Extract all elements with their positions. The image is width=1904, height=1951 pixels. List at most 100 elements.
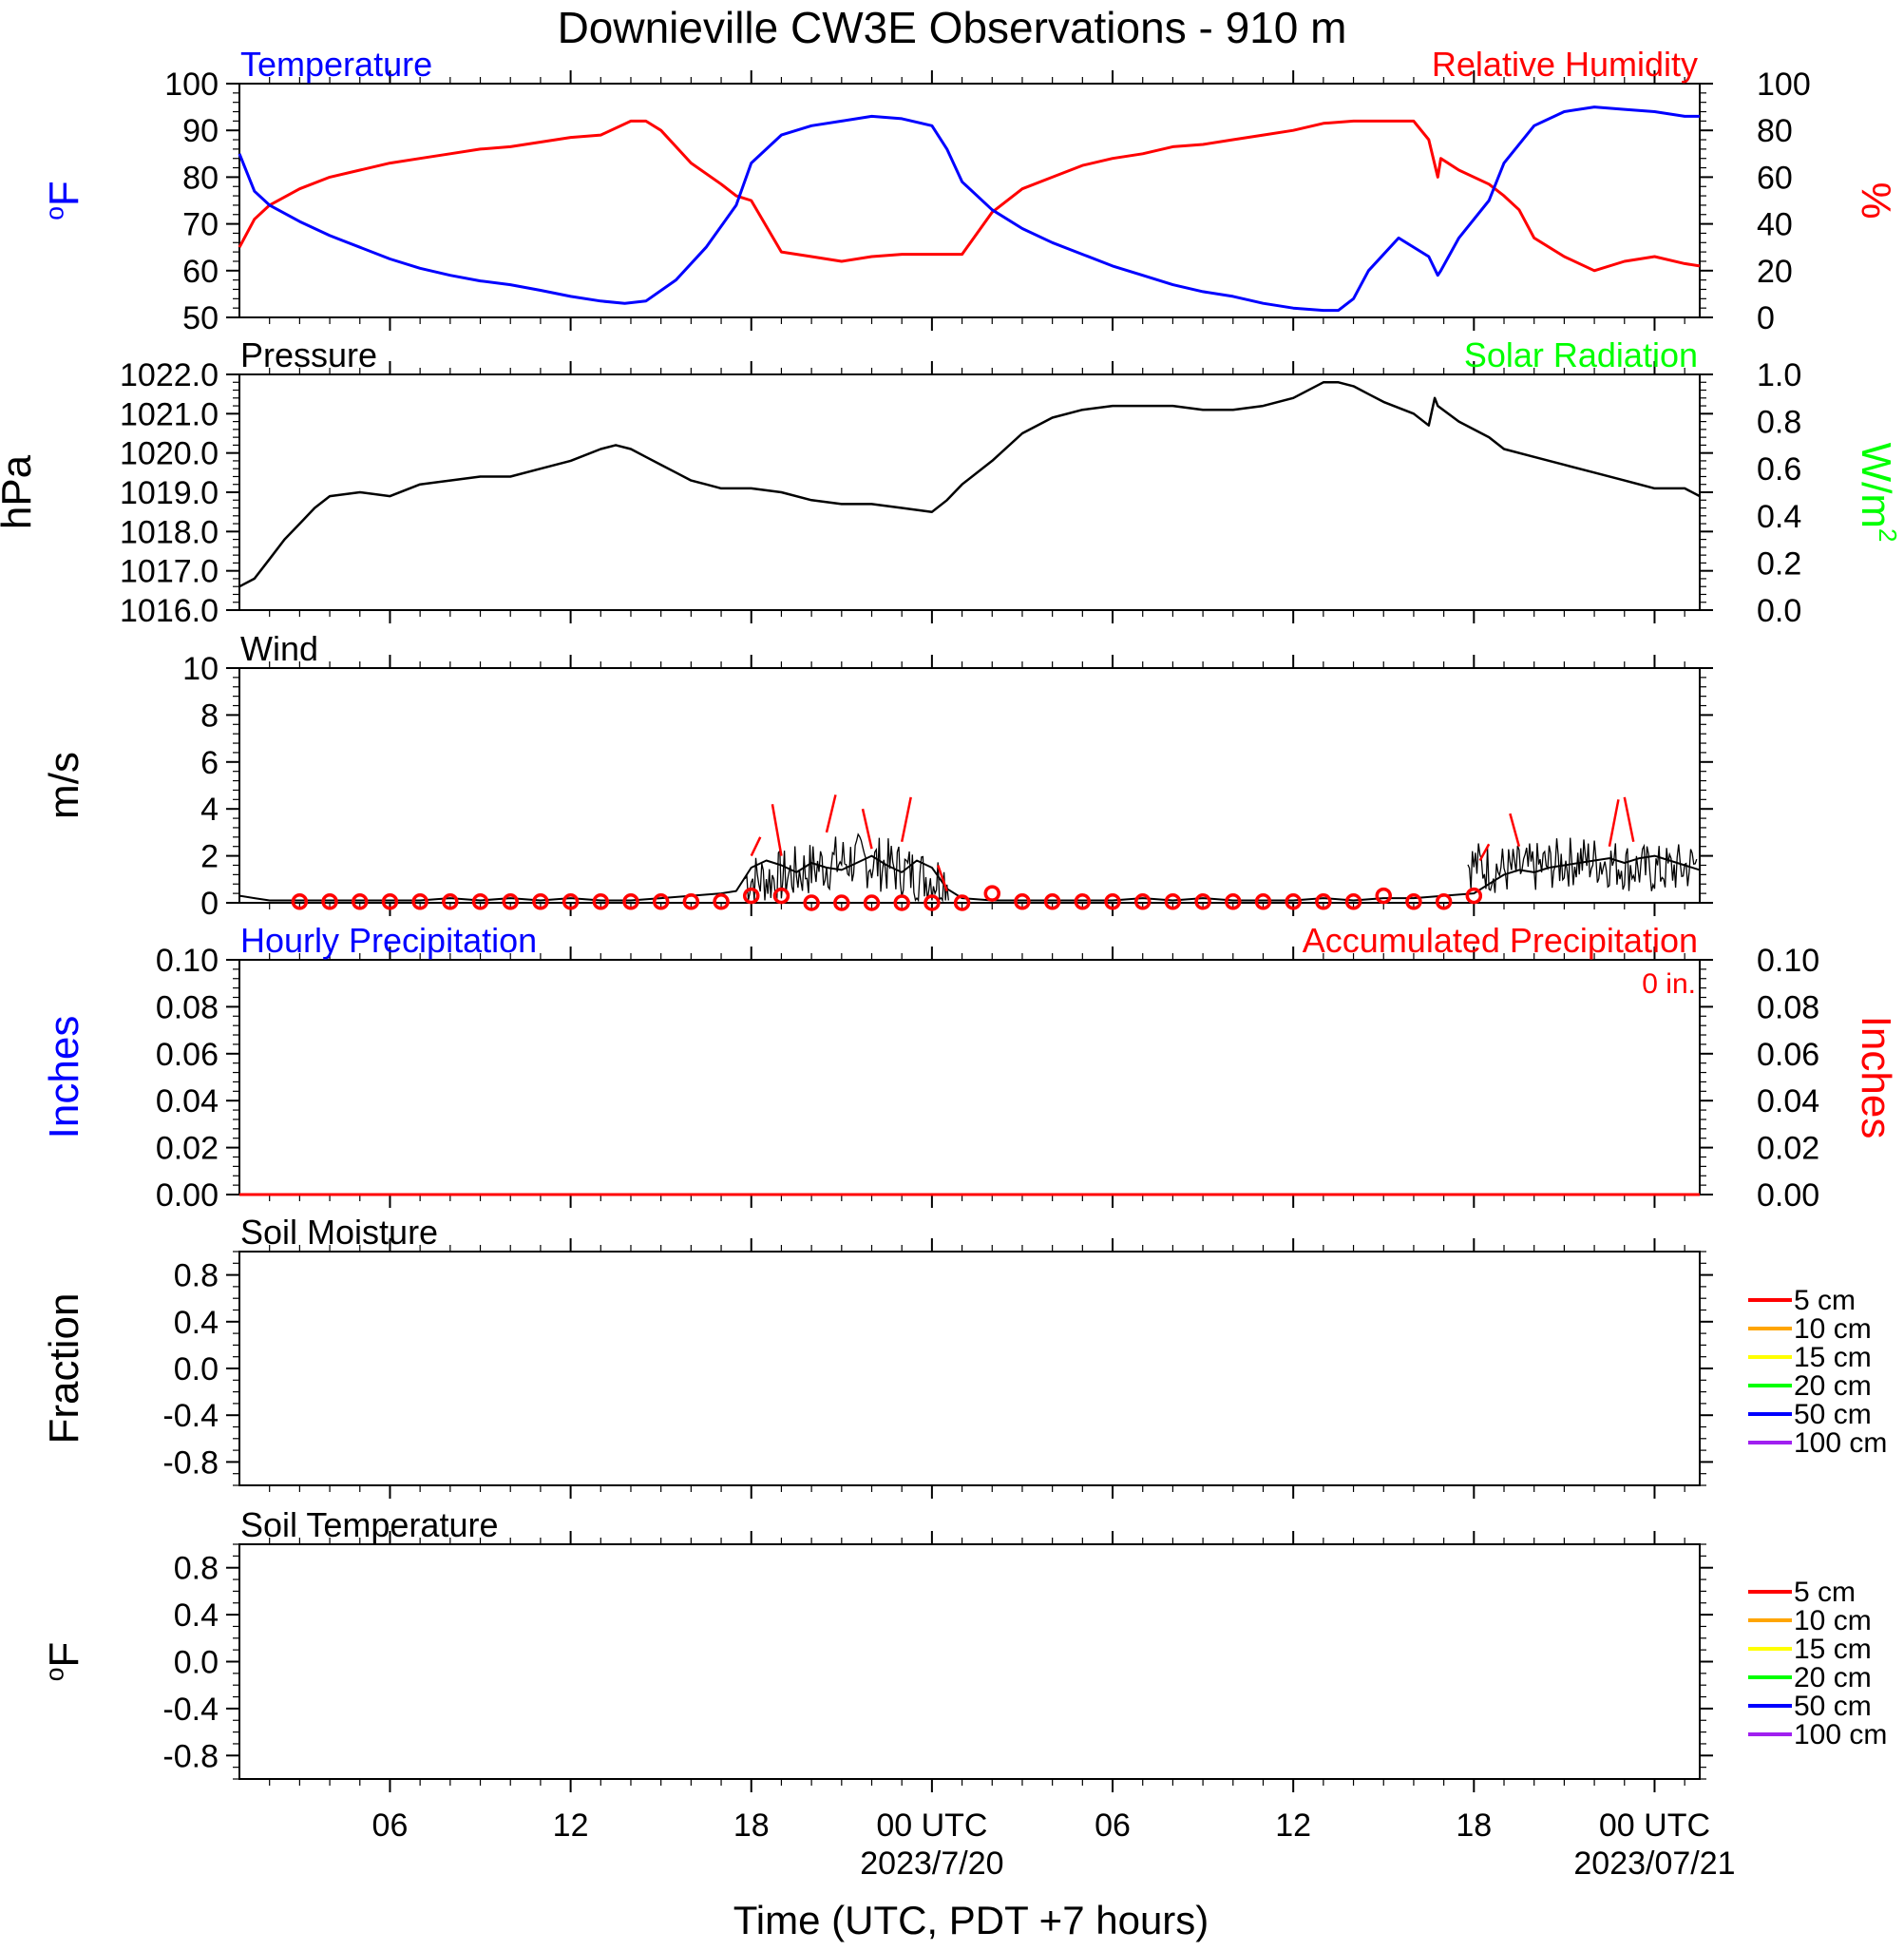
y-tick-label: 0.4 <box>174 1305 219 1341</box>
wind-hourly-marker <box>1435 893 1453 910</box>
y-tick-label: 1017.0 <box>120 554 219 590</box>
y-tick-label: 100 <box>164 67 219 103</box>
y2-tick-label: 0.00 <box>1757 1177 1819 1214</box>
y-tick-label: 0.8 <box>174 1551 219 1587</box>
wind-hourly-marker <box>682 893 700 910</box>
plot-frame <box>238 959 1701 1195</box>
unit-superscript: 2 <box>1874 528 1902 542</box>
wind-hourly-marker <box>1043 893 1061 910</box>
y2-tick-label: 100 <box>1757 67 1811 103</box>
y-axis-unit-right: Inches <box>1853 1016 1899 1139</box>
wind-hourly-marker <box>953 894 971 911</box>
x-tick-label: 06 <box>1095 1808 1131 1844</box>
y-tick-label: 0.02 <box>156 1131 219 1167</box>
y-tick-label: 0.4 <box>174 1597 219 1634</box>
unit-base: Inches <box>1853 1016 1899 1139</box>
wind-hourly-marker <box>863 894 881 911</box>
y-axis-unit-left: oF <box>41 1642 87 1682</box>
y-axis-unit-right-text: Inches <box>1853 1016 1899 1139</box>
wind-hourly-marker <box>893 894 910 911</box>
y2-tick-label: 0.10 <box>1757 943 1819 979</box>
y2-tick-label: 0.2 <box>1757 545 1801 582</box>
y-tick-label: 6 <box>200 745 219 781</box>
y2-tick-label: 60 <box>1757 160 1793 196</box>
pressure-series-line <box>238 381 1701 588</box>
wind-hourly-marker <box>772 887 790 905</box>
y-tick-label: 10 <box>182 651 219 687</box>
wind-hourly-marker <box>291 893 309 910</box>
wind-hourly-marker <box>352 893 369 910</box>
y-tick-label: 0 <box>200 886 219 922</box>
wind-gust-noise-day1 <box>744 832 949 903</box>
wind-hourly-marker <box>442 893 459 910</box>
accumulated-total-label: 0 in. <box>1642 968 1696 1000</box>
legend-label: 100 cm <box>1794 1427 1887 1459</box>
unit-base: % <box>1853 182 1899 219</box>
x-tick-label: 18 <box>1456 1808 1492 1844</box>
wind-hourly-marker <box>742 887 760 905</box>
x-tick-date-label: 2023/7/20 <box>860 1846 1003 1882</box>
wind-hourly-marker <box>1014 893 1031 910</box>
y-axis-unit-left-text: Inches <box>41 1016 87 1139</box>
y-axis-unit-left-text: oF <box>41 181 87 220</box>
y2-tick-label: 0.06 <box>1757 1037 1819 1073</box>
wind-hourly-marker <box>983 885 1001 902</box>
degree-mark: o <box>41 206 69 220</box>
wind-hourly-marker <box>592 893 610 910</box>
degree-mark: o <box>41 1668 69 1682</box>
y-tick-label: 0.0 <box>174 1351 219 1387</box>
y2-tick-label: 0 <box>1757 300 1775 336</box>
y-tick-label: 1016.0 <box>120 593 219 629</box>
panel-title-right: Accumulated Precipitation <box>1303 921 1698 960</box>
wind-hourly-marker <box>622 893 639 910</box>
wind-hourly-marker <box>1465 887 1483 905</box>
wind-hourly-marker <box>713 893 730 910</box>
y-tick-label: 1018.0 <box>120 514 219 550</box>
wind-hourly-marker <box>562 893 580 910</box>
unit-letter: F <box>41 1642 87 1668</box>
legend-label: 50 cm <box>1794 1691 1872 1722</box>
wind-hourly-marker <box>471 893 489 910</box>
humidity-series-line <box>238 119 1701 273</box>
y-tick-label: 1021.0 <box>120 396 219 432</box>
y-tick-label: 8 <box>200 698 219 734</box>
wind-barb <box>1608 799 1620 847</box>
y-tick-label: 70 <box>182 207 219 243</box>
legend-label: 5 cm <box>1794 1577 1856 1608</box>
wind-barb <box>937 865 948 892</box>
panel-soil-moisture: -0.8 -0.4 0.0 0.4 0.8 Soil Moisture Fraction 5 … <box>41 1213 1887 1499</box>
y-axis-unit-left: oF <box>41 181 87 220</box>
x-tick-label: 18 <box>733 1808 770 1844</box>
wind-hourly-marker <box>1344 893 1362 910</box>
x-tick-label: 12 <box>553 1808 589 1844</box>
x-tick-label: 00 UTC <box>876 1808 987 1844</box>
panel-title-right: Solar Radiation <box>1464 335 1698 374</box>
plot-frame <box>238 1543 1701 1780</box>
y-axis-unit-left-text: Fraction <box>41 1293 87 1444</box>
x-tick-label: 06 <box>372 1808 409 1844</box>
wind-barb <box>1509 813 1521 848</box>
wind-hourly-marker <box>1254 893 1272 910</box>
legend-label: 15 cm <box>1794 1634 1872 1665</box>
y-tick-label: 0.0 <box>174 1645 219 1681</box>
wind-hourly-marker <box>833 894 850 911</box>
y-axis-unit-left: m/s <box>41 752 87 819</box>
y-tick-label: 0.04 <box>156 1083 219 1119</box>
y-axis-unit-left-text: oF <box>41 1642 87 1682</box>
y-axis-unit-right-text: % <box>1853 182 1899 219</box>
wind-hourly-marker <box>411 893 428 910</box>
y2-tick-label: 0.6 <box>1757 451 1801 488</box>
unit-base: W/m <box>1853 443 1899 528</box>
y2-tick-label: 1.0 <box>1757 357 1801 393</box>
plot-frame <box>238 373 1701 611</box>
panel-temp-rh: 50 60 70 80 90 100 0 20 40 60 80 100 Temperature Rela… <box>41 45 1899 336</box>
y-tick-label: 1019.0 <box>120 475 219 511</box>
wind-hourly-marker <box>532 893 549 910</box>
wind-hourly-marker <box>923 894 941 911</box>
legend-label: 20 cm <box>1794 1370 1872 1402</box>
y2-tick-label: 80 <box>1757 113 1793 149</box>
